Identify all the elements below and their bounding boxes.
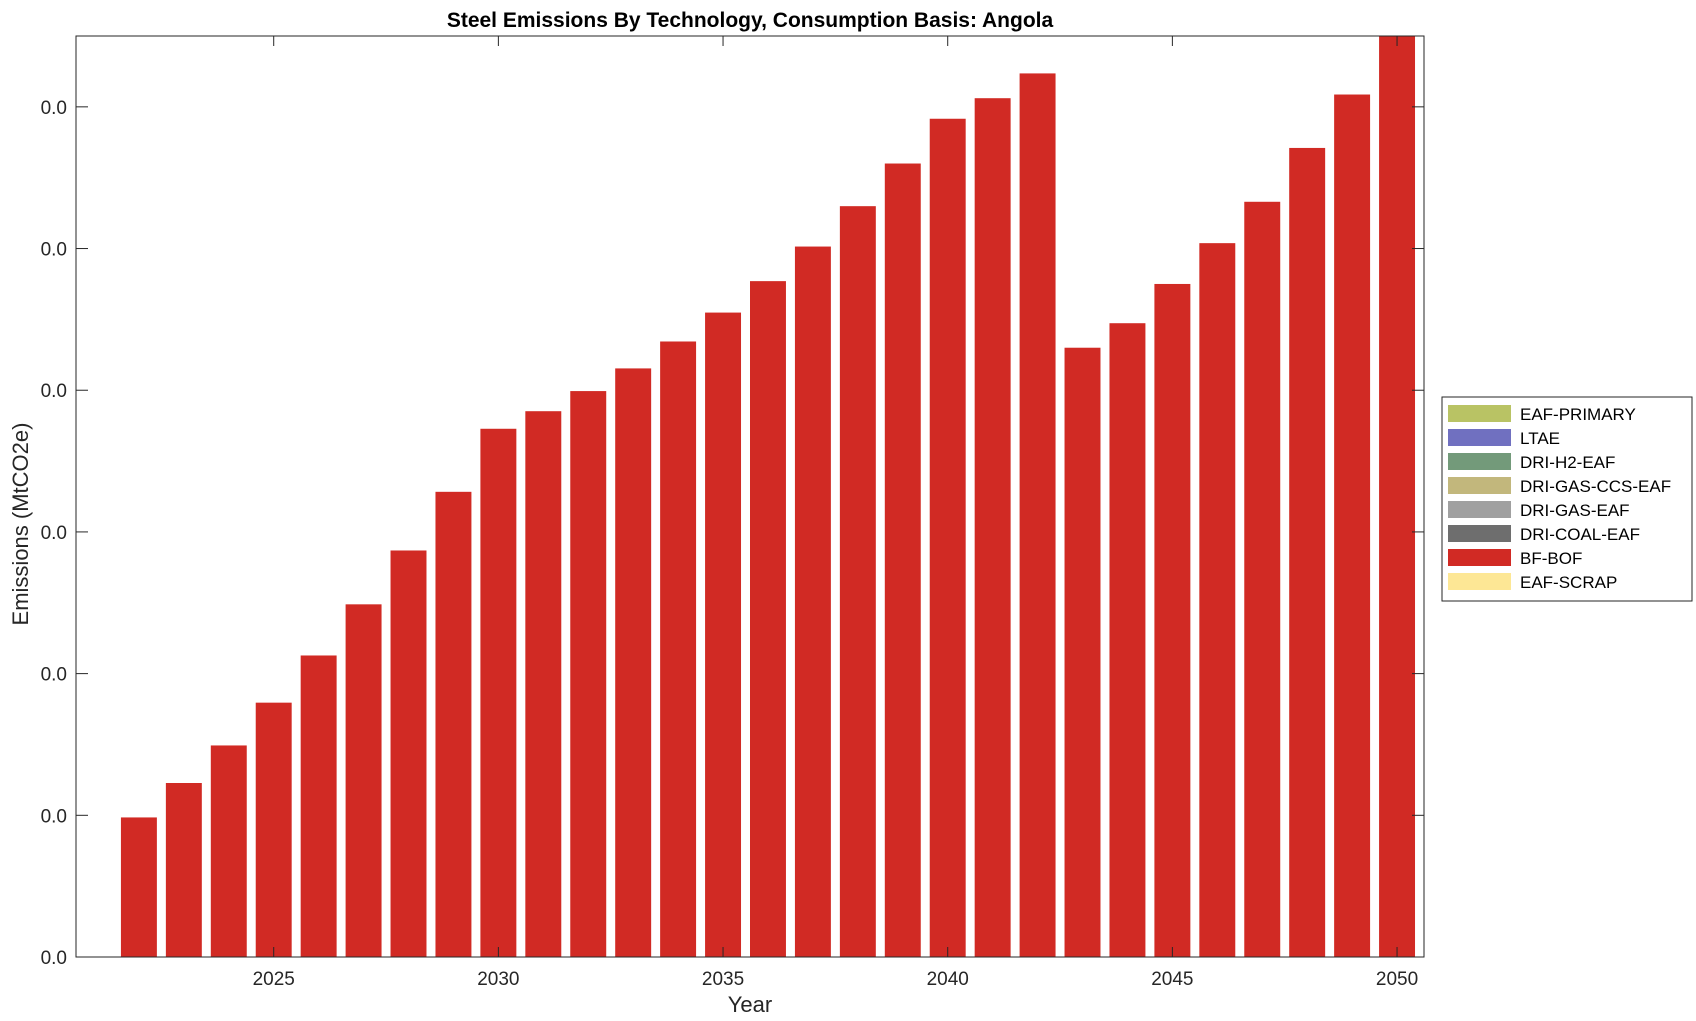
y-tick-label-4: 0.0 [41, 381, 67, 402]
legend-label-eaf-primary: EAF-PRIMARY [1520, 405, 1636, 424]
bar-bf-bof-2028 [390, 550, 427, 957]
bar-bf-bof-2024 [210, 745, 247, 957]
chart-title: Steel Emissions By Technology, Consumpti… [447, 9, 1054, 32]
bar-bf-bof-2029 [435, 491, 472, 957]
bar-bf-bof-2035 [705, 312, 742, 958]
bar-bf-bof-2034 [660, 341, 697, 957]
bar-bf-bof-2045 [1154, 283, 1191, 958]
legend-label-dri-coal-eaf: DRI-COAL-EAF [1520, 525, 1640, 544]
y-tick-label-5: 0.0 [41, 240, 67, 261]
x-tick-label-2030: 2030 [477, 969, 519, 990]
bar-bf-bof-2044 [1109, 323, 1146, 958]
legend-swatch-dri-gas-ccs-eaf [1448, 477, 1511, 494]
legend-label-dri-gas-eaf: DRI-GAS-EAF [1520, 501, 1630, 520]
bar-bf-bof-2038 [839, 206, 876, 958]
y-tick-label-6: 0.0 [41, 98, 67, 119]
bar-bf-bof-2048 [1289, 147, 1326, 957]
plot-box [75, 35, 1425, 958]
legend-box [1441, 396, 1693, 602]
bar-bf-bof-2049 [1334, 94, 1371, 957]
legend-swatch-dri-gas-eaf [1448, 501, 1511, 518]
bars-layer [120, 36, 1416, 958]
bar-bf-bof-2030 [480, 428, 517, 957]
bar-bf-bof-2025 [255, 702, 292, 957]
legend-label-bf-bof: BF-BOF [1520, 549, 1582, 568]
x-axis-label: Year [728, 992, 772, 1017]
bar-bf-bof-2033 [615, 368, 652, 957]
legend-label-dri-gas-ccs-eaf: DRI-GAS-CCS-EAF [1520, 477, 1671, 496]
bar-bf-bof-2036 [750, 281, 786, 957]
bar-bf-bof-2043 [1064, 347, 1101, 958]
bar-bf-bof-2039 [884, 163, 921, 957]
x-tick-label-2025: 2025 [253, 969, 295, 990]
legend-label-dri-h2-eaf: DRI-H2-EAF [1520, 453, 1615, 472]
x-tick-label-2035: 2035 [702, 969, 744, 990]
y-tick-label-1: 0.0 [41, 806, 67, 827]
bar-bf-bof-2037 [794, 246, 831, 958]
bar-bf-bof-2023 [165, 783, 202, 957]
legend-label-ltae: LTAE [1520, 429, 1560, 448]
bar-bf-bof-2032 [570, 391, 607, 958]
bar-bf-bof-2022 [120, 817, 157, 957]
bar-bf-bof-2041 [974, 98, 1011, 957]
legend-swatch-dri-h2-eaf [1448, 453, 1511, 470]
bar-bf-bof-2040 [929, 118, 966, 957]
legend-swatch-dri-coal-eaf [1448, 525, 1511, 542]
legend-swatch-eaf-primary [1448, 405, 1511, 422]
bar-bf-bof-2046 [1199, 243, 1236, 957]
bar-bf-bof-2026 [300, 655, 337, 957]
bar-bf-bof-2050 [1379, 36, 1416, 957]
y-tick-label-2: 0.0 [41, 665, 67, 686]
x-tick-label-2050: 2050 [1376, 969, 1418, 990]
x-tick-label-2040: 2040 [927, 969, 969, 990]
legend-label-eaf-scrap: EAF-SCRAP [1520, 573, 1617, 592]
bar-bf-bof-2047 [1244, 201, 1281, 957]
bar-bf-bof-2027 [345, 604, 382, 957]
bar-bf-bof-2042 [1019, 73, 1056, 957]
y-tick-label-3: 0.0 [41, 523, 67, 544]
axes-layer: 2025 2030 2035 2040 2045 2050 0.0 0.0 0.0 0.0 0.0 0… [41, 35, 1425, 990]
y-axis-label: Emissions (MtCO2e) [8, 423, 33, 626]
y-tick-label-0: 0.0 [41, 948, 67, 969]
bar-bf-bof-2031 [525, 411, 562, 957]
x-tick-label-2045: 2045 [1151, 969, 1193, 990]
legend-swatch-eaf-scrap [1448, 573, 1511, 590]
legend-swatch-bf-bof [1448, 549, 1511, 566]
legend-swatch-ltae [1448, 429, 1511, 446]
legend: EAF-PRIMARY LTAE DRI-H2-EAF DRI-GAS-CCS-EAF… [1441, 396, 1693, 602]
